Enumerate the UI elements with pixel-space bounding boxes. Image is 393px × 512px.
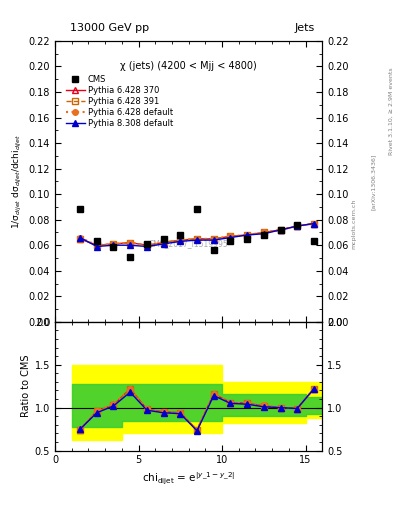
Pythia 6.428 default xyxy=(195,236,199,242)
Line: Pythia 8.308 default: Pythia 8.308 default xyxy=(77,221,317,249)
CMS xyxy=(278,227,283,233)
Pythia 6.428 391 xyxy=(245,232,250,238)
Pythia 8.308 default xyxy=(228,234,233,241)
Pythia 6.428 default xyxy=(178,237,183,243)
Pythia 6.428 391 xyxy=(161,240,166,246)
Pythia 8.308 default xyxy=(278,227,283,233)
CMS xyxy=(161,236,166,242)
Pythia 8.308 default xyxy=(261,231,266,237)
Pythia 8.308 default xyxy=(178,238,183,244)
Pythia 8.308 default xyxy=(195,237,199,243)
Pythia 8.308 default xyxy=(245,232,250,238)
Pythia 8.308 default xyxy=(161,241,166,247)
Pythia 8.308 default xyxy=(145,243,149,249)
Text: mcplots.cern.ch: mcplots.cern.ch xyxy=(352,198,357,249)
Pythia 8.308 default xyxy=(211,237,216,243)
Line: Pythia 6.428 391: Pythia 6.428 391 xyxy=(77,221,317,248)
CMS xyxy=(111,243,116,249)
Pythia 8.308 default xyxy=(128,242,132,248)
CMS xyxy=(94,238,99,244)
Text: Rivet 3.1.10, ≥ 2.9M events: Rivet 3.1.10, ≥ 2.9M events xyxy=(389,68,393,155)
Pythia 6.428 default xyxy=(211,236,216,242)
Y-axis label: Ratio to CMS: Ratio to CMS xyxy=(20,355,31,417)
Pythia 6.428 default xyxy=(228,233,233,240)
Pythia 6.428 default xyxy=(245,232,250,238)
Line: Pythia 6.428 370: Pythia 6.428 370 xyxy=(77,221,317,248)
Pythia 6.428 default xyxy=(145,242,149,248)
CMS xyxy=(312,238,316,244)
CMS xyxy=(78,206,83,212)
Pythia 6.428 370 xyxy=(145,242,149,248)
Text: CMS_2017_I1519995: CMS_2017_I1519995 xyxy=(149,239,228,248)
CMS xyxy=(178,232,183,238)
Pythia 6.428 default xyxy=(261,229,266,236)
Pythia 6.428 370 xyxy=(161,240,166,246)
Pythia 6.428 391 xyxy=(211,236,216,242)
Line: CMS: CMS xyxy=(77,207,317,260)
Pythia 6.428 default xyxy=(111,241,116,247)
Pythia 6.428 370 xyxy=(94,242,99,248)
Pythia 6.428 370 xyxy=(178,237,183,243)
CMS xyxy=(145,241,149,247)
Text: Jets: Jets xyxy=(294,23,314,33)
CMS xyxy=(228,238,233,244)
Pythia 6.428 default xyxy=(78,234,83,241)
Pythia 6.428 391 xyxy=(111,241,116,247)
Pythia 6.428 370 xyxy=(78,236,83,242)
CMS xyxy=(261,232,266,238)
Pythia 6.428 default xyxy=(312,221,316,227)
Text: [arXiv:1306.3436]: [arXiv:1306.3436] xyxy=(370,153,375,209)
Text: χ (jets) (4200 < Mjj < 4800): χ (jets) (4200 < Mjj < 4800) xyxy=(120,60,257,71)
Pythia 6.428 default xyxy=(128,240,132,246)
X-axis label: chi$_{\rm dijet}$ = e$^{|y\_1-y\_2|}$: chi$_{\rm dijet}$ = e$^{|y\_1-y\_2|}$ xyxy=(142,471,235,487)
Pythia 6.428 391 xyxy=(78,236,83,242)
Text: 13000 GeV pp: 13000 GeV pp xyxy=(70,23,150,33)
Pythia 6.428 default xyxy=(94,242,99,248)
Pythia 6.428 370 xyxy=(195,236,199,242)
Pythia 8.308 default xyxy=(111,242,116,248)
Pythia 6.428 370 xyxy=(295,223,299,229)
Pythia 6.428 391 xyxy=(278,227,283,233)
Pythia 6.428 370 xyxy=(211,236,216,242)
Pythia 6.428 391 xyxy=(295,223,299,229)
CMS xyxy=(295,222,299,228)
CMS xyxy=(211,247,216,253)
Pythia 6.428 370 xyxy=(228,233,233,240)
Pythia 8.308 default xyxy=(94,243,99,249)
Pythia 6.428 370 xyxy=(278,227,283,233)
Pythia 6.428 391 xyxy=(128,240,132,246)
CMS xyxy=(245,236,250,242)
Pythia 6.428 370 xyxy=(245,232,250,238)
Pythia 6.428 391 xyxy=(261,229,266,236)
Pythia 8.308 default xyxy=(295,223,299,229)
Pythia 6.428 391 xyxy=(94,242,99,248)
Pythia 6.428 370 xyxy=(128,240,132,246)
Legend: CMS, Pythia 6.428 370, Pythia 6.428 391, Pythia 6.428 default, Pythia 8.308 defa: CMS, Pythia 6.428 370, Pythia 6.428 391,… xyxy=(64,73,175,130)
Pythia 6.428 391 xyxy=(195,236,199,242)
Pythia 6.428 391 xyxy=(145,242,149,248)
Pythia 6.428 370 xyxy=(261,229,266,236)
Pythia 6.428 391 xyxy=(312,221,316,227)
Pythia 8.308 default xyxy=(312,221,316,227)
Pythia 6.428 370 xyxy=(312,221,316,227)
Pythia 6.428 default xyxy=(295,223,299,229)
Line: Pythia 6.428 default: Pythia 6.428 default xyxy=(77,221,317,248)
Y-axis label: 1/σ$_{dijet}$ dσ$_{dijet}$/dchi$_{dijet}$: 1/σ$_{dijet}$ dσ$_{dijet}$/dchi$_{dijet}… xyxy=(11,134,24,229)
Pythia 8.308 default xyxy=(78,234,83,241)
CMS xyxy=(195,206,199,212)
Pythia 6.428 default xyxy=(278,227,283,233)
CMS xyxy=(128,253,132,260)
Pythia 6.428 391 xyxy=(178,237,183,243)
Pythia 6.428 370 xyxy=(111,241,116,247)
Pythia 6.428 391 xyxy=(228,233,233,240)
Pythia 6.428 default xyxy=(161,240,166,246)
